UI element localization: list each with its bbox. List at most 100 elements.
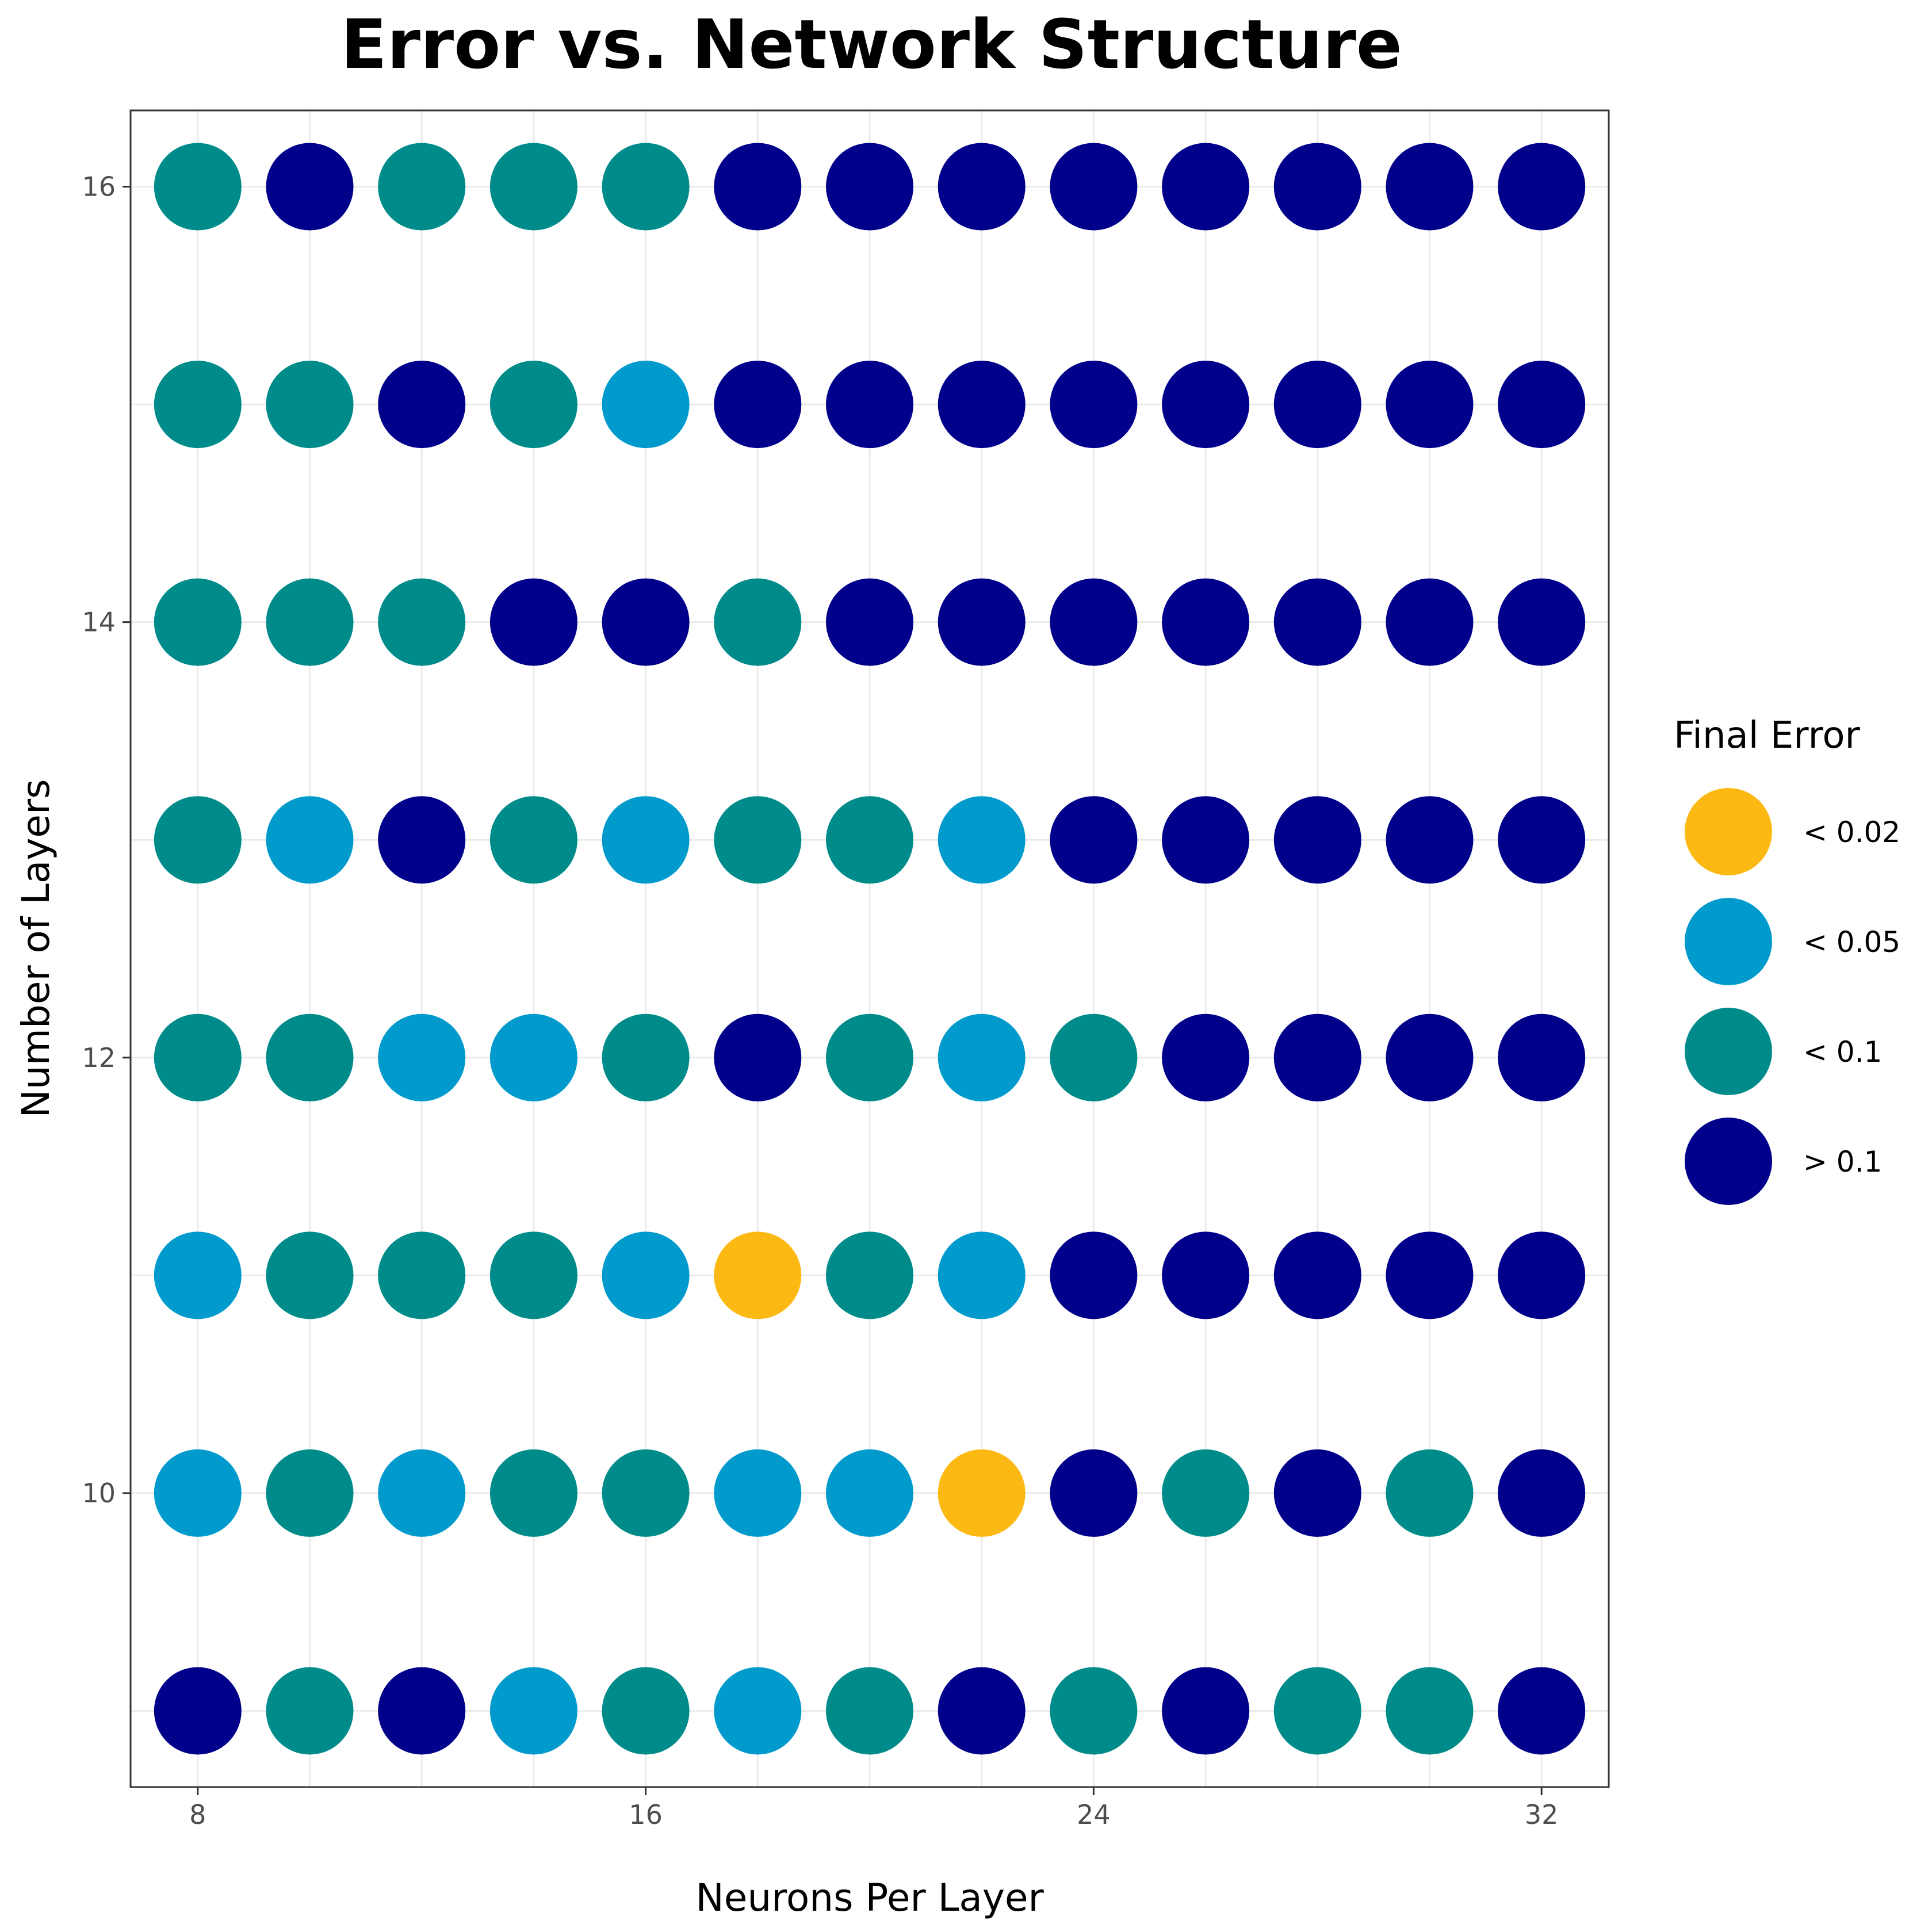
- point-r0-c3: [489, 143, 577, 231]
- point-r6-c9: [1162, 1449, 1250, 1537]
- y-axis-ticks: 10 12 14 16: [82, 171, 131, 1509]
- legend: Final Error < 0.02 < 0.05 < 0.1 > 0.1: [1674, 714, 1900, 1205]
- point-r7-c6: [826, 1667, 913, 1755]
- point-r1-c6: [826, 361, 913, 449]
- x-tick-label-0: 8: [189, 1799, 206, 1830]
- point-r2-c3: [489, 578, 577, 666]
- point-r4-c10: [1273, 1013, 1361, 1101]
- point-r7-c4: [602, 1667, 690, 1755]
- point-r5-c3: [489, 1231, 577, 1319]
- point-r0-c4: [602, 143, 690, 231]
- point-r7-c3: [489, 1667, 577, 1755]
- point-r5-c6: [826, 1231, 913, 1319]
- point-r3-c4: [602, 796, 690, 884]
- point-r4-c0: [154, 1013, 242, 1101]
- point-r6-c5: [714, 1449, 802, 1537]
- point-r3-c7: [938, 796, 1026, 884]
- point-r0-c12: [1498, 143, 1586, 231]
- chart-title: Error vs. Network Structure: [341, 5, 1402, 84]
- point-r4-c5: [714, 1013, 802, 1101]
- point-r1-c5: [714, 361, 802, 449]
- point-r2-c11: [1386, 578, 1474, 666]
- point-r7-c8: [1050, 1667, 1138, 1755]
- point-r7-c9: [1162, 1667, 1250, 1755]
- point-r1-c9: [1162, 361, 1250, 449]
- point-r0-c11: [1386, 143, 1474, 231]
- point-r1-c10: [1273, 361, 1361, 449]
- point-r4-c4: [602, 1013, 690, 1101]
- y-tick-label-1: 12: [82, 1042, 116, 1073]
- point-r7-c10: [1273, 1667, 1361, 1755]
- point-r5-c7: [938, 1231, 1026, 1319]
- point-r5-c9: [1162, 1231, 1250, 1319]
- point-r2-c10: [1273, 578, 1361, 666]
- x-axis-title: Neurons Per Layer: [695, 1876, 1044, 1920]
- point-r2-c7: [938, 578, 1026, 666]
- point-r0-c1: [266, 143, 354, 231]
- point-r4-c8: [1050, 1013, 1138, 1101]
- point-r4-c12: [1498, 1013, 1586, 1101]
- point-r5-c8: [1050, 1231, 1138, 1319]
- point-r5-c5: [714, 1231, 802, 1319]
- point-r5-c1: [266, 1231, 354, 1319]
- y-tick-label-2: 14: [82, 607, 116, 638]
- x-tick-label-2: 24: [1077, 1799, 1111, 1830]
- point-r0-c10: [1273, 143, 1361, 231]
- legend-key-2: [1685, 1008, 1772, 1095]
- point-r2-c6: [826, 578, 913, 666]
- plot-panel-border: [129, 109, 1610, 1788]
- point-r6-c8: [1050, 1449, 1138, 1537]
- point-r7-c0: [154, 1667, 242, 1755]
- point-r6-c12: [1498, 1449, 1586, 1537]
- x-axis-ticks: 8 16 24 32: [189, 1787, 1558, 1830]
- point-r3-c1: [266, 796, 354, 884]
- point-r6-c10: [1273, 1449, 1361, 1537]
- point-r3-c0: [154, 796, 242, 884]
- point-r4-c11: [1386, 1013, 1474, 1101]
- point-r1-c2: [378, 361, 466, 449]
- point-r3-c6: [826, 796, 913, 884]
- point-r4-c2: [378, 1013, 466, 1101]
- point-r3-c8: [1050, 796, 1138, 884]
- point-r4-c6: [826, 1013, 913, 1101]
- point-r6-c3: [489, 1449, 577, 1537]
- point-r7-c12: [1498, 1667, 1586, 1755]
- point-r6-c7: [938, 1449, 1026, 1537]
- point-r1-c8: [1050, 361, 1138, 449]
- point-r7-c11: [1386, 1667, 1474, 1755]
- point-r3-c12: [1498, 796, 1586, 884]
- point-r4-c1: [266, 1013, 354, 1101]
- point-r5-c11: [1386, 1231, 1474, 1319]
- y-tick-label-3: 16: [82, 171, 116, 202]
- point-r4-c9: [1162, 1013, 1250, 1101]
- legend-key-0: [1685, 788, 1772, 875]
- x-tick-label-1: 16: [629, 1799, 663, 1830]
- point-r0-c5: [714, 143, 802, 231]
- point-r7-c7: [938, 1667, 1026, 1755]
- point-r4-c3: [489, 1013, 577, 1101]
- point-r0-c9: [1162, 143, 1250, 231]
- point-r5-c12: [1498, 1231, 1586, 1319]
- point-r0-c2: [378, 143, 466, 231]
- point-r0-c7: [938, 143, 1026, 231]
- point-r4-c7: [938, 1013, 1026, 1101]
- point-r0-c6: [826, 143, 913, 231]
- point-r1-c11: [1386, 361, 1474, 449]
- point-r1-c7: [938, 361, 1026, 449]
- point-r1-c4: [602, 361, 690, 449]
- legend-label-3: > 0.1: [1803, 1145, 1882, 1179]
- data-points: [154, 143, 1586, 1755]
- point-r6-c1: [266, 1449, 354, 1537]
- point-r7-c2: [378, 1667, 466, 1755]
- point-r2-c2: [378, 578, 466, 666]
- point-r6-c11: [1386, 1449, 1474, 1537]
- point-r1-c0: [154, 361, 242, 449]
- point-r3-c9: [1162, 796, 1250, 884]
- point-r5-c2: [378, 1231, 466, 1319]
- point-r2-c8: [1050, 578, 1138, 666]
- y-axis-title: Number of Layers: [14, 779, 58, 1118]
- point-r1-c1: [266, 361, 354, 449]
- point-r6-c4: [602, 1449, 690, 1537]
- point-r5-c0: [154, 1231, 242, 1319]
